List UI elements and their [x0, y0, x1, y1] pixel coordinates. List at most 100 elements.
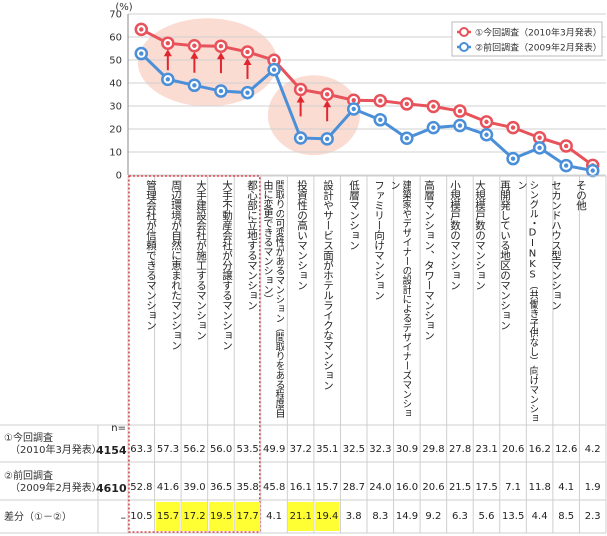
cell-current: 49.9 — [263, 444, 286, 455]
n-value-current: 4154 — [96, 444, 127, 457]
highlight-cell — [208, 502, 234, 531]
category-label: 高層マンション、タワーマンション — [423, 180, 435, 340]
cell-current: 32.3 — [369, 444, 392, 455]
increase-arrowhead — [296, 95, 305, 103]
cell-previous: 1.9 — [584, 482, 601, 493]
y-tick-label: 20 — [109, 125, 122, 136]
data-point-core — [324, 136, 330, 142]
cell-diff: 17.7 — [236, 511, 259, 522]
cell-current: 37.2 — [289, 444, 312, 455]
cell-current: 12.6 — [555, 444, 578, 455]
data-point-core — [404, 136, 410, 141]
cell-current: 56.2 — [183, 444, 206, 455]
data-point-core — [271, 67, 277, 72]
data-point-core — [165, 41, 171, 46]
data-point-core — [324, 92, 330, 97]
data-point-core — [563, 143, 569, 149]
cell-current: 63.3 — [130, 444, 153, 455]
highlight-box — [128, 175, 261, 533]
cell-diff: 21.1 — [289, 511, 312, 522]
data-point-core — [165, 77, 171, 82]
cell-previous: 52.8 — [130, 482, 153, 493]
legend-marker — [459, 42, 469, 52]
cell-current: 53.5 — [236, 444, 259, 455]
cell-diff: 13.5 — [502, 511, 525, 522]
increase-arrowhead — [216, 52, 225, 60]
n-header: n= — [111, 423, 126, 434]
data-point-core — [510, 156, 516, 161]
category-label: 設計やサービス面がホテルライクなマンション — [322, 180, 334, 390]
cell-previous: 28.7 — [342, 482, 365, 493]
category-label: 大手建設会社が施工するマンション — [195, 180, 207, 340]
cell-current: 20.6 — [502, 444, 525, 455]
data-point-core — [351, 106, 356, 112]
data-point-core — [139, 51, 144, 56]
cell-previous: 36.5 — [209, 482, 233, 493]
increase-arrowhead — [243, 57, 252, 65]
highlight-cell — [182, 502, 207, 531]
category-label: シングル・DINKS（共働き子供なし）向けマンション — [515, 180, 538, 423]
highlight-cell — [314, 502, 340, 531]
cell-previous: 45.8 — [263, 482, 286, 493]
category-label: 大規模戸数のマンション — [474, 180, 486, 290]
data-point-core — [378, 117, 383, 123]
cell-current: 56.0 — [209, 444, 233, 455]
y-tick-label: 30 — [109, 102, 122, 113]
y-tick-label: 40 — [109, 79, 122, 90]
data-point-core — [431, 125, 436, 130]
legend-box — [451, 21, 603, 57]
data-point-core — [192, 83, 197, 88]
data-point-core — [378, 98, 383, 103]
data-point-core — [192, 43, 197, 48]
data-point-core — [510, 125, 516, 130]
category-label: 投資性の高いマンション — [296, 180, 308, 290]
cell-current: 35.1 — [316, 444, 339, 455]
increase-arrowhead — [163, 49, 172, 57]
cell-diff: 19.4 — [316, 511, 339, 522]
category-label: 管理会社が信頼できるマンション — [145, 180, 157, 330]
category-label: 再開発している地区のマンション — [499, 180, 511, 330]
legend-label: ①今回調査（2010年3月発表） — [475, 27, 602, 39]
category-label: 建築家やデザイナーの設計によるデザイナーズマンション — [388, 180, 411, 418]
highlight-circle — [137, 18, 278, 107]
cell-previous: 21.5 — [448, 482, 472, 493]
cell-diff: 5.6 — [478, 511, 495, 522]
data-point-core — [537, 135, 542, 140]
highlight-cell — [155, 502, 181, 531]
cell-diff: 6.3 — [451, 511, 468, 522]
row-label-line: ②前回調査 — [4, 471, 53, 482]
cell-previous: 17.5 — [475, 482, 498, 493]
data-point-core — [271, 58, 277, 63]
cell-diff: 3.8 — [345, 511, 362, 522]
data-point-core — [457, 123, 463, 128]
increase-arrowhead — [323, 100, 332, 108]
cell-previous: 41.6 — [156, 482, 180, 493]
cell-previous: 11.8 — [528, 482, 551, 493]
data-point-core — [537, 145, 542, 151]
category-label: 大手不動産会社が分譲するマンション — [221, 180, 233, 350]
category-label: 周辺環境が自然に恵まれたマンション — [170, 180, 182, 350]
category-label: ファミリー向けマンション — [373, 180, 385, 300]
row-label-diff: 差分（①－②） — [4, 512, 72, 523]
cell-current: 16.2 — [528, 444, 551, 455]
data-point-core — [245, 49, 250, 55]
legend-marker — [459, 27, 469, 37]
data-point-core — [431, 104, 436, 109]
cell-previous: 15.7 — [316, 482, 339, 493]
y-tick-label: 50 — [109, 56, 122, 67]
legend-label: ②前回調査（2009年2月発表） — [475, 42, 602, 54]
cell-previous: 4.1 — [558, 482, 575, 493]
y-tick-label: 0 — [116, 171, 122, 182]
highlight-cell — [288, 502, 313, 531]
cell-current: 30.9 — [395, 444, 419, 455]
cell-diff: 4.1 — [266, 511, 282, 522]
cell-diff: 17.2 — [183, 511, 206, 522]
category-label: セカンドハウス型マンション — [550, 180, 562, 310]
y-tick-label: 10 — [109, 148, 122, 159]
cell-previous: 20.6 — [422, 482, 445, 493]
cell-current: 4.2 — [584, 444, 601, 455]
data-point-core — [351, 98, 356, 103]
row-label-line: （2009年2月発表） — [10, 483, 102, 494]
cell-previous: 7.1 — [505, 482, 521, 493]
